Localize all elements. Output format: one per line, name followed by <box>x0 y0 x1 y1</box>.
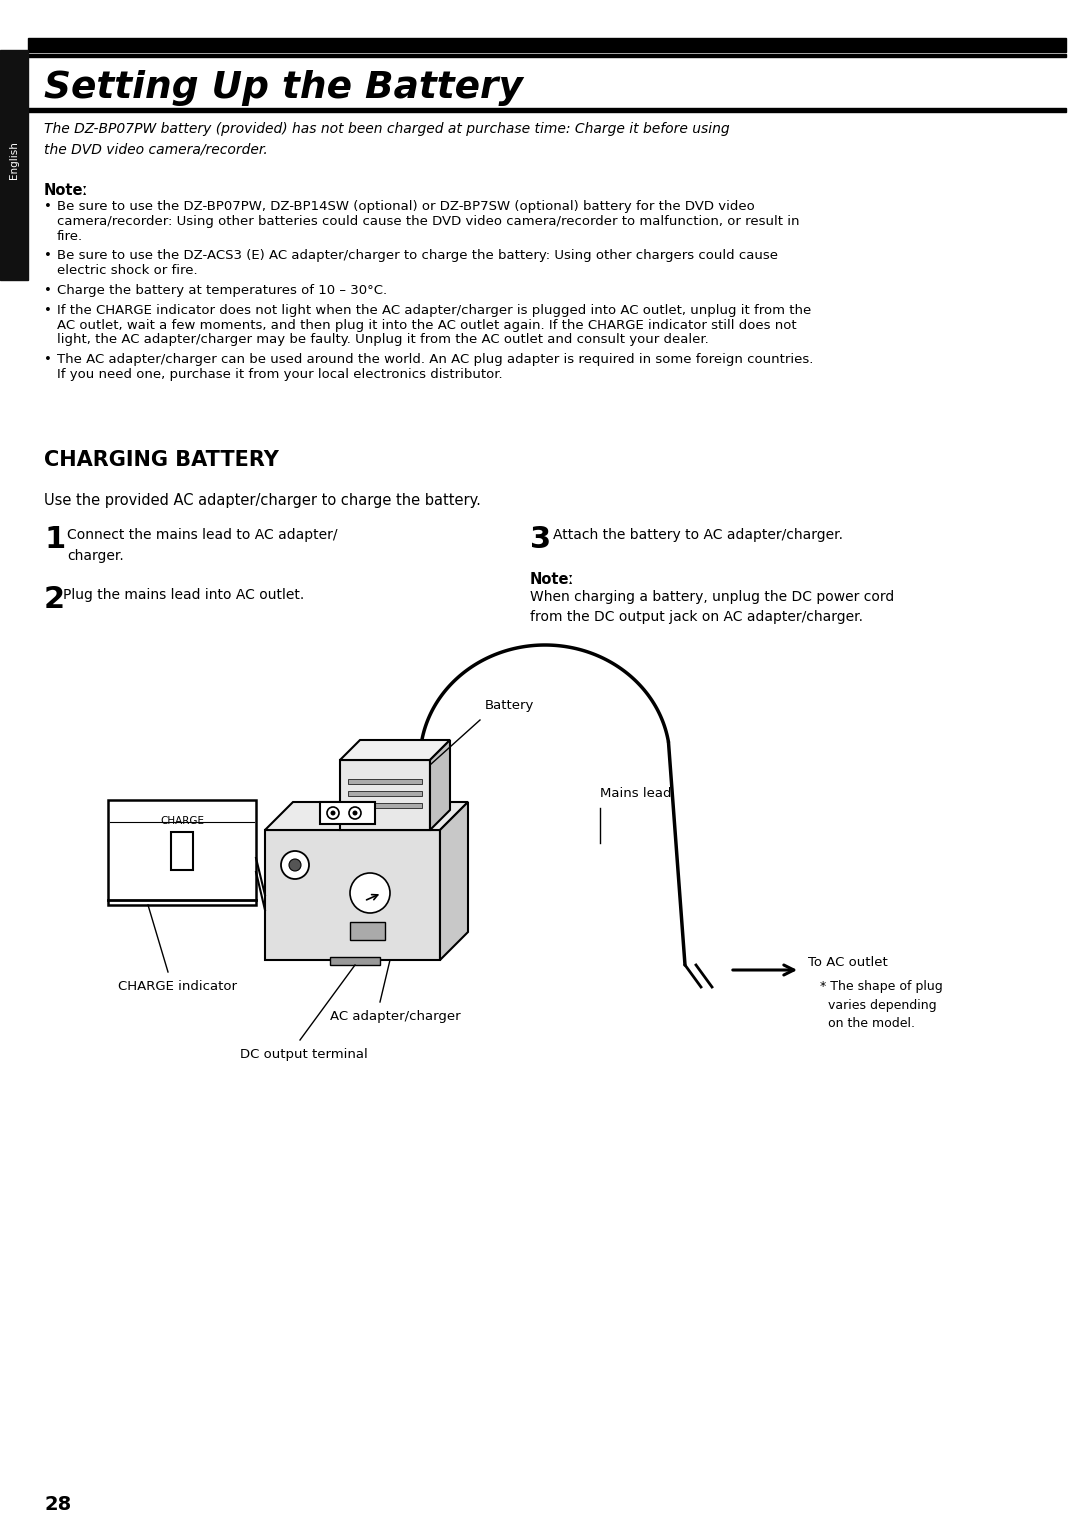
Text: •: • <box>44 200 52 212</box>
Text: Mains lead: Mains lead <box>600 787 672 801</box>
Bar <box>28 53 1066 57</box>
Text: 2: 2 <box>44 585 65 614</box>
Text: Connect the mains lead to AC adapter/
charger.: Connect the mains lead to AC adapter/ ch… <box>67 529 337 562</box>
Text: AC outlet, wait a few moments, and then plug it into the AC outlet again. If the: AC outlet, wait a few moments, and then … <box>57 319 797 332</box>
Bar <box>108 801 256 905</box>
Text: 28: 28 <box>44 1494 71 1514</box>
Bar <box>330 957 380 966</box>
Bar <box>348 792 422 796</box>
Text: The AC adapter/charger can be used around the world. An AC plug adapter is requi: The AC adapter/charger can be used aroun… <box>57 353 813 367</box>
Circle shape <box>330 810 336 816</box>
Text: Battery: Battery <box>485 698 535 712</box>
Text: •: • <box>44 304 52 316</box>
Bar <box>350 921 384 940</box>
Text: If you need one, purchase it from your local electronics distributor.: If you need one, purchase it from your l… <box>57 368 502 380</box>
Text: CHARGE indicator: CHARGE indicator <box>118 979 237 993</box>
Text: fire.: fire. <box>57 229 83 243</box>
Bar <box>320 802 375 824</box>
Text: English: English <box>9 141 19 179</box>
Polygon shape <box>340 759 430 830</box>
Text: When charging a battery, unplug the DC power cord
from the DC output jack on AC : When charging a battery, unplug the DC p… <box>530 590 894 623</box>
Bar <box>348 804 422 808</box>
Text: light, the AC adapter/charger may be faulty. Unplug it from the AC outlet and co: light, the AC adapter/charger may be fau… <box>57 333 708 347</box>
Text: CHARGING BATTERY: CHARGING BATTERY <box>44 451 279 471</box>
Text: Attach the battery to AC adapter/charger.: Attach the battery to AC adapter/charger… <box>553 529 843 542</box>
Circle shape <box>327 807 339 819</box>
Text: 1: 1 <box>44 526 65 555</box>
Text: •: • <box>44 284 52 296</box>
Polygon shape <box>440 802 468 960</box>
Circle shape <box>349 807 361 819</box>
Polygon shape <box>340 740 450 759</box>
Circle shape <box>281 851 309 879</box>
Text: AC adapter/charger: AC adapter/charger <box>330 1010 461 1024</box>
Text: Charge the battery at temperatures of 10 – 30°C.: Charge the battery at temperatures of 10… <box>57 284 387 296</box>
Text: Be sure to use the DZ-ACS3 (E) AC adapter/charger to charge the battery: Using o: Be sure to use the DZ-ACS3 (E) AC adapte… <box>57 249 778 263</box>
Text: Use the provided AC adapter/charger to charge the battery.: Use the provided AC adapter/charger to c… <box>44 494 481 507</box>
Bar <box>28 108 1066 112</box>
Text: electric shock or fire.: electric shock or fire. <box>57 264 198 277</box>
Text: Plug the mains lead into AC outlet.: Plug the mains lead into AC outlet. <box>63 588 305 602</box>
Text: The DZ-BP07PW battery (provided) has not been charged at purchase time: Charge i: The DZ-BP07PW battery (provided) has not… <box>44 122 730 156</box>
Text: Noteː: Noteː <box>44 183 89 199</box>
Text: Be sure to use the DZ-BP07PW, DZ-BP14SW (optional) or DZ-BP7SW (optional) batter: Be sure to use the DZ-BP07PW, DZ-BP14SW … <box>57 200 755 212</box>
Text: •: • <box>44 249 52 263</box>
Text: DC output terminal: DC output terminal <box>240 1048 368 1060</box>
Text: •: • <box>44 353 52 367</box>
Polygon shape <box>430 740 450 830</box>
Text: To AC outlet: To AC outlet <box>808 955 888 969</box>
Text: CHARGE: CHARGE <box>160 816 204 827</box>
Text: camera/recorder: Using other batteries could cause the DVD video camera/recorder: camera/recorder: Using other batteries c… <box>57 215 799 228</box>
Bar <box>0 50 28 280</box>
Text: * The shape of plug
  varies depending
  on the model.: * The shape of plug varies depending on … <box>820 979 943 1030</box>
Circle shape <box>352 810 357 816</box>
Text: If the CHARGE indicator does not light when the AC adapter/charger is plugged in: If the CHARGE indicator does not light w… <box>57 304 811 316</box>
Circle shape <box>289 859 301 871</box>
Bar <box>28 38 1066 52</box>
Text: 3: 3 <box>530 526 551 555</box>
Polygon shape <box>265 830 440 960</box>
Text: Setting Up the Battery: Setting Up the Battery <box>44 70 523 105</box>
Bar <box>171 833 193 869</box>
Circle shape <box>350 872 390 914</box>
Text: Noteː: Noteː <box>530 571 575 587</box>
Bar <box>348 779 422 784</box>
Polygon shape <box>265 802 468 830</box>
